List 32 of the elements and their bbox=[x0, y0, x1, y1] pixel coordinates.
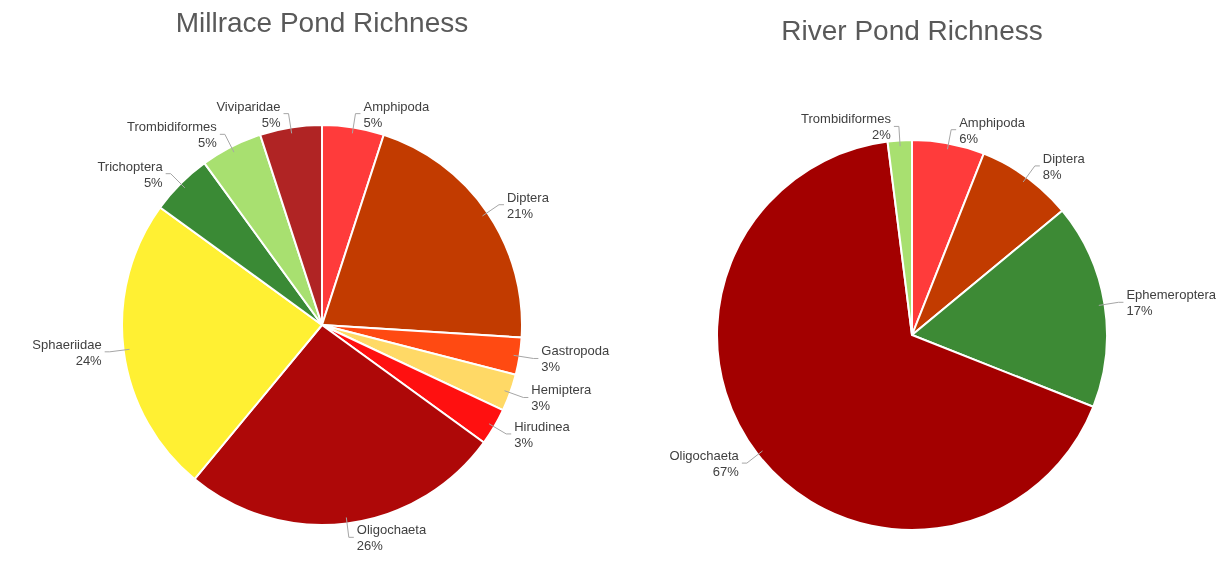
data-label: 5% bbox=[363, 114, 383, 130]
slice-label: Viviparidae bbox=[216, 98, 281, 114]
data-label: 8% bbox=[1042, 166, 1063, 182]
slice-label: Diptera bbox=[1042, 150, 1086, 166]
slice-label: Hirudinea bbox=[514, 418, 571, 434]
data-label: 26% bbox=[356, 538, 384, 554]
data-label: 67% bbox=[712, 464, 740, 480]
data-label: 5% bbox=[198, 135, 218, 151]
slice-label: Ephemeroptera bbox=[1126, 287, 1217, 303]
slice-label: Gastropoda bbox=[541, 343, 611, 359]
data-label: 5% bbox=[143, 174, 164, 190]
slice-label: Oligochaeta bbox=[669, 448, 740, 464]
slice-label: Amphipoda bbox=[363, 98, 431, 114]
data-label: 24% bbox=[75, 352, 103, 368]
slice-label: Trombidiformes bbox=[801, 111, 892, 127]
slice-label: Oligochaeta bbox=[356, 522, 427, 538]
slice-label: Trombidiformes bbox=[127, 119, 218, 135]
slice-label: Sphaeriidae bbox=[32, 336, 102, 352]
slice-label: Diptera bbox=[507, 189, 550, 205]
data-label: 17% bbox=[1126, 303, 1153, 319]
data-label: 21% bbox=[507, 205, 534, 221]
data-label: 3% bbox=[531, 398, 551, 414]
data-label: 6% bbox=[959, 130, 979, 146]
chart-title: River Pond Richness bbox=[781, 15, 1043, 46]
slice-label: Trichoptera bbox=[97, 158, 164, 174]
data-label: 3% bbox=[514, 434, 534, 450]
data-label: 3% bbox=[541, 359, 561, 375]
data-label: 2% bbox=[872, 127, 892, 143]
data-label: 5% bbox=[261, 114, 281, 130]
slice-label: Amphipoda bbox=[959, 114, 1026, 130]
slice-label: Hemiptera bbox=[531, 382, 593, 398]
chart-title: Millrace Pond Richness bbox=[175, 7, 469, 38]
